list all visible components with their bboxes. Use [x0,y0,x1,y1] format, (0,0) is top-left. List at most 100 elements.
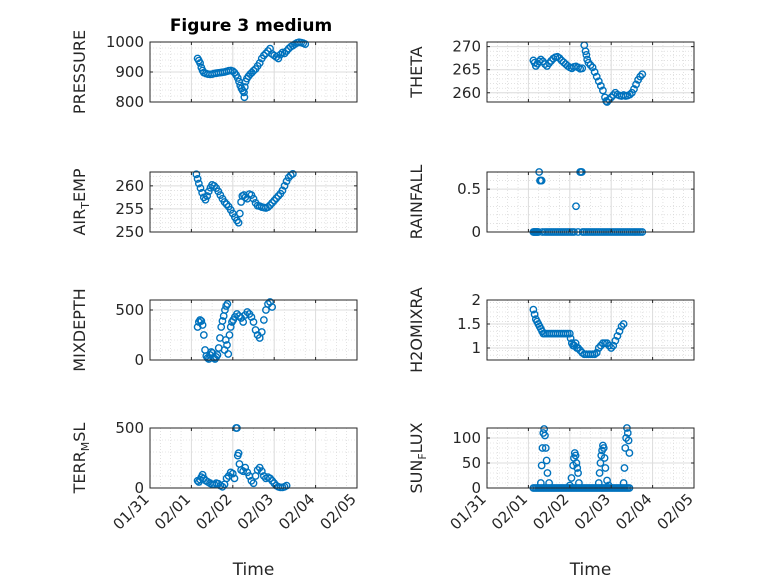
data-point [600,454,609,462]
data-point [193,175,202,183]
axes-box [486,171,695,233]
data-point [234,218,243,227]
figure-title: Figure 3 medium [170,16,332,36]
data-point [198,321,207,329]
data-point [240,83,249,91]
data-point [204,187,213,196]
data-point [233,310,241,318]
data-point [572,459,581,467]
data-point [257,467,266,476]
data-point [278,186,287,195]
axes-box [486,427,695,489]
data-point [594,77,603,86]
data-point [223,341,231,349]
data-point [255,59,264,67]
data-point [225,331,234,339]
data-point [588,63,597,72]
y-tick-label: 0.5 [457,180,481,198]
data-point [536,479,545,487]
data-point [620,464,629,472]
data-point [601,464,610,472]
data-point [578,64,587,73]
panel-pressure: 800 900 1000 PRESSURE [70,30,358,114]
y-tick-label: 800 [115,93,144,111]
x-tick-label: 02/01 [488,490,531,533]
series-markers [529,41,647,106]
x-tick-label: 02/05 [317,490,360,533]
data-point [203,192,212,200]
data-point [537,176,546,185]
data-point [239,318,248,326]
data-point [241,463,250,472]
data-point [594,479,603,487]
x-tick-label: 02/02 [529,490,572,533]
data-point [625,90,634,99]
data-point [235,209,244,218]
data-point [581,47,590,56]
y-tick-label: 1.5 [457,315,481,333]
data-point [625,449,634,457]
x-tick-label: 01/31 [110,490,153,533]
minor-grid [149,299,358,361]
data-point [582,51,591,59]
data-point [276,50,285,59]
data-point [537,461,546,470]
y-tick-label: 260 [115,177,144,195]
y-axis-label: PRESSURE [70,30,89,114]
series-markers [193,298,277,363]
data-point [192,170,201,179]
data-point [565,481,574,490]
axes-box [486,299,695,361]
panel-rainfall: 0 0.5 RAINFALL [407,165,695,241]
data-point [638,70,647,79]
data-point [619,320,628,328]
series-markers [192,169,297,227]
series-markers [193,424,291,492]
data-point [590,68,599,76]
data-point [194,179,203,188]
data-point [538,444,547,452]
data-point [210,181,219,190]
y-tick-label: 0 [471,223,481,241]
data-point [541,444,550,452]
data-point [530,310,539,319]
data-point [243,308,252,316]
data-point [213,351,222,359]
y-tick-label: 255 [115,200,144,218]
data-point [599,86,607,95]
data-point [529,305,538,314]
data-point [249,66,258,75]
data-point [233,74,242,82]
data-point [545,479,553,487]
data-point [596,81,605,90]
data-point [268,199,277,207]
x-tick-label: 02/05 [654,490,697,533]
ticks [149,427,358,489]
data-point [609,341,618,350]
series-markers [193,38,310,102]
axes-box [149,299,358,361]
x-tick-label: 01/31 [447,490,490,533]
data-point [541,60,549,69]
axes-box [149,171,358,233]
y-tick-label: 1000 [106,33,144,51]
data-point [249,318,258,326]
x-tick-label: 02/03 [571,490,614,533]
ticks [486,299,695,360]
data-point [249,194,258,203]
data-point [572,202,580,211]
panel-air-temp: 250 255 260 AIRTEMP [70,168,358,241]
data-point [274,54,283,63]
y-axis-label: RAINFALL [407,165,426,240]
x-tick-label: 02/04 [612,490,655,533]
y-tick-label: 0 [134,479,144,497]
data-point [199,331,208,339]
minor-grid [486,427,695,489]
data-point [584,58,593,67]
y-tick-label: 50 [462,454,481,472]
x-tick-label: 02/04 [275,490,318,533]
ticks [149,300,358,361]
data-point [224,350,233,358]
